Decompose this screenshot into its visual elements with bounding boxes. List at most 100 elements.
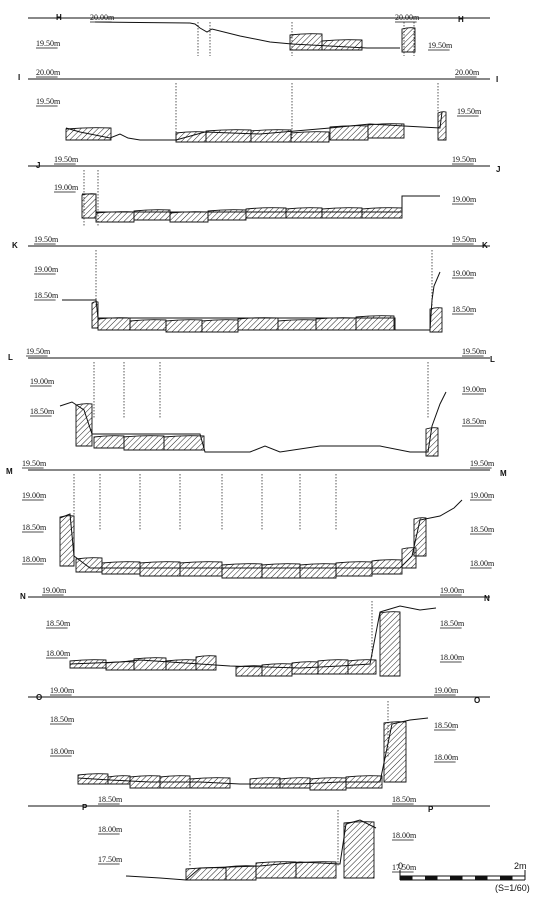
scale-zero-label: 0 [398, 861, 403, 871]
stone-block [97, 317, 131, 331]
section-letter-right: I [496, 75, 498, 84]
ground-profile [59, 391, 447, 453]
section-m: 19.50m 19.50m M M 19.00m 18.50m 18.00m 19.00m 18… [6, 459, 507, 579]
section-letter-right: O [474, 696, 480, 705]
stone-block [299, 563, 337, 579]
stone-block [221, 563, 263, 579]
stone-block [309, 777, 347, 791]
stone-block [437, 111, 447, 141]
stone-block [69, 659, 107, 669]
level-label: 19.00m [34, 265, 59, 274]
stone-block [343, 821, 375, 879]
sections-layer: 20.00m 20.00m H H 19.50m 19.50m 20.00m 20.00m I I… [6, 13, 507, 881]
stone-block [361, 207, 403, 219]
level-label: 18.00m [440, 653, 465, 662]
level-label: 19.00m [452, 195, 477, 204]
stone-block [295, 861, 337, 879]
stone-block [225, 865, 257, 881]
section-letter-right: M [500, 469, 507, 478]
stone-block [383, 721, 407, 783]
ground-profile [62, 271, 441, 331]
stone-block [133, 657, 167, 671]
section-letter-left: O [36, 693, 42, 702]
stone-block [321, 207, 363, 219]
stone-block [289, 33, 323, 51]
stone-block [321, 39, 363, 51]
level-label: 19.00m [22, 491, 47, 500]
level-label: 18.50m [50, 715, 75, 724]
ground-profile [125, 819, 377, 881]
level-label: 18.50m [440, 619, 465, 628]
section-letter-right: H [458, 15, 464, 24]
datum-label-right: 19.50m [470, 459, 495, 468]
ground-profile [77, 717, 429, 785]
stone-block [169, 211, 209, 223]
section-letter-left: L [8, 353, 13, 362]
stone-block [315, 317, 357, 331]
ground-profile [69, 605, 437, 669]
datum-label-left: 19.50m [54, 155, 79, 164]
datum-label-left: 20.00m [90, 13, 115, 22]
stone-block [285, 207, 323, 219]
level-label: 18.00m [470, 559, 495, 568]
datum-label-left: 19.50m [34, 235, 59, 244]
stone-block [367, 123, 405, 139]
stone-block [250, 129, 292, 143]
stone-block [429, 307, 443, 333]
stone-block [290, 131, 330, 143]
stone-block [205, 129, 252, 143]
datum-label-left: 18.50m [98, 795, 123, 804]
section-letter-left: H [56, 13, 62, 22]
stone-block [107, 775, 131, 785]
section-letter-left: J [36, 161, 40, 170]
datum-label-left: 19.00m [42, 586, 67, 595]
stone-block [93, 435, 125, 449]
section-letter-left: M [6, 467, 13, 476]
scale-max-label: 2m [514, 861, 527, 871]
stone-block [245, 207, 287, 219]
level-label: 18.50m [462, 417, 487, 426]
stone-block [129, 319, 167, 331]
level-label: 18.00m [46, 649, 71, 658]
section-letter-left: K [12, 241, 18, 250]
datum-label-right: 19.50m [462, 347, 487, 356]
level-label: 18.00m [392, 831, 417, 840]
section-letter-left: I [18, 73, 20, 82]
stone-block [413, 517, 427, 557]
stone-block [355, 315, 395, 331]
level-label: 18.00m [22, 555, 47, 564]
section-h: 20.00m 20.00m H H 19.50m 19.50m [28, 13, 490, 56]
stone-block [371, 559, 403, 575]
section-letter-right: K [482, 241, 488, 250]
level-label: 18.50m [452, 305, 477, 314]
section-letter-right: L [490, 355, 495, 364]
level-label: 19.50m [36, 97, 61, 106]
scale-ratio-label: (S=1/60) [495, 883, 530, 893]
stone-block [207, 209, 247, 221]
stone-block [59, 515, 75, 567]
level-label: 17.50m [392, 863, 417, 872]
stone-block [379, 611, 401, 677]
stone-block [261, 563, 301, 579]
level-label: 19.00m [30, 377, 55, 386]
stone-block [277, 319, 317, 331]
section-letter-right: J [496, 165, 500, 174]
level-label: 18.00m [50, 747, 75, 756]
datum-label-right: 20.00m [455, 68, 480, 77]
stone-block [261, 663, 293, 677]
section-j: 19.50m 19.50m J J 19.00m 19.00m [28, 155, 500, 226]
stone-block [179, 561, 223, 577]
stone-block [105, 661, 135, 671]
level-label: 19.00m [470, 491, 495, 500]
stone-block [163, 435, 205, 451]
datum-label-left: 19.50m [26, 347, 51, 356]
ground-profile [65, 111, 443, 141]
section-o: 19.00m 19.00m O O 18.50m 18.00m 18.50m 18.00m [28, 686, 490, 791]
level-label: 18.50m [22, 523, 47, 532]
stone-block [237, 317, 279, 331]
stone-block [95, 211, 135, 223]
stone-block [139, 561, 181, 577]
level-label: 18.50m [46, 619, 71, 628]
